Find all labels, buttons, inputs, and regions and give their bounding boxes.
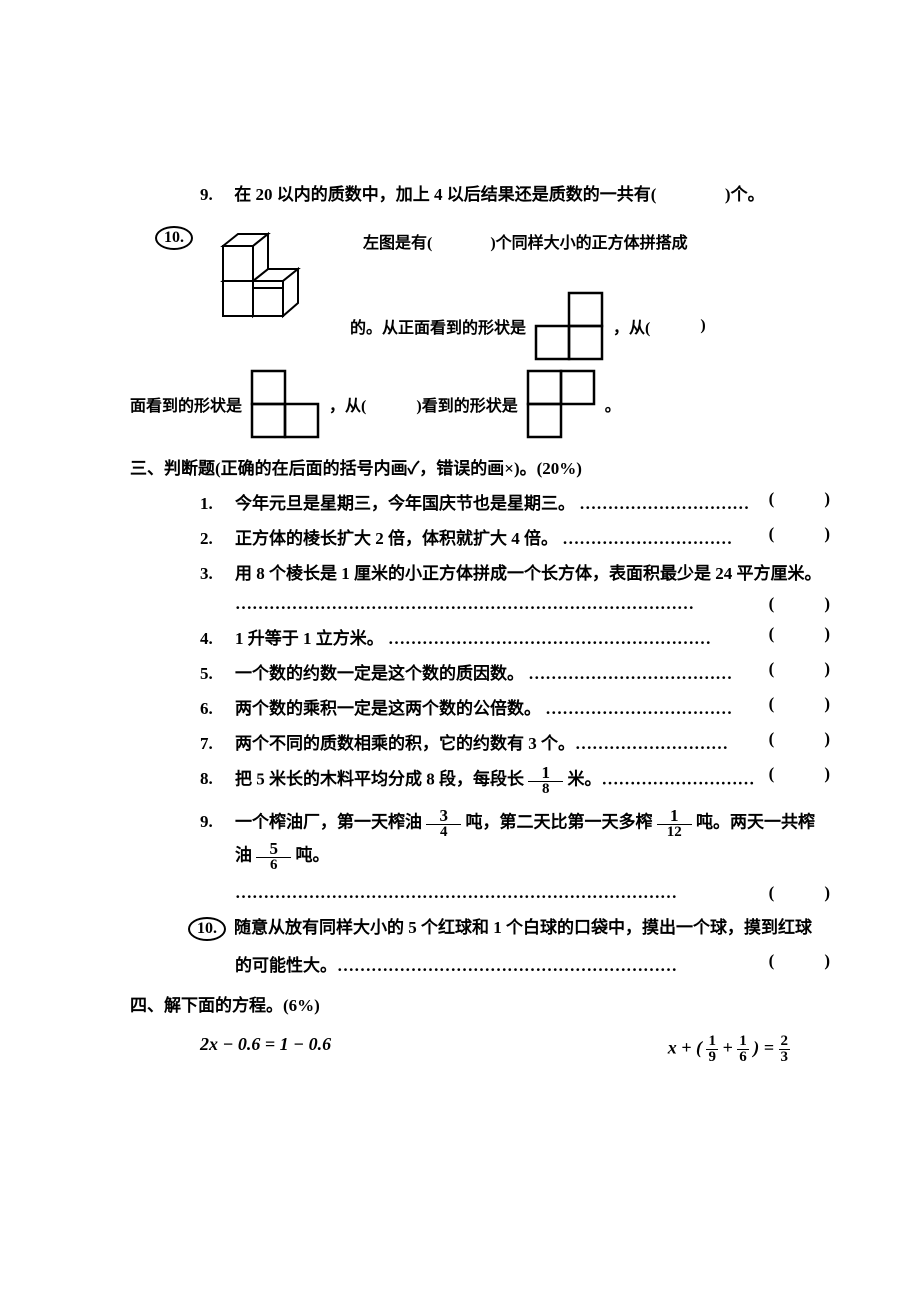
j10-num: 10. bbox=[188, 917, 226, 941]
j6-text: 两个数的乘积一定是这两个数的公倍数。 …………………………… bbox=[235, 699, 732, 718]
j3-text: 用 8 个棱长是 1 厘米的小正方体拼成一个长方体，表面积最少是 24 平方厘米… bbox=[235, 559, 830, 584]
j9-f3: 56 bbox=[256, 840, 291, 873]
eq2b: + bbox=[722, 1037, 737, 1057]
q10-l2c: ) bbox=[700, 317, 705, 335]
pl2: ( bbox=[769, 524, 775, 543]
j10-cont: 的可能性大。…………………………………………………… () bbox=[235, 951, 830, 976]
question-9: 9. 在 20 以内的质数中，加上 4 以后结果还是质数的一共有( )个。 bbox=[200, 180, 830, 211]
pr6: ) bbox=[824, 694, 830, 713]
judge-item-4: 4. 1 升等于 1 立方米。 ………………………………………………… () bbox=[200, 624, 830, 649]
j7-num: 7. bbox=[200, 734, 235, 754]
judge-item-1: 1. 今年元旦是星期三，今年国庆节也是星期三。 ………………………… () bbox=[200, 489, 830, 514]
j10-text: 随意从放有同样大小的 5 个红球和 1 个白球的口袋中，摸出一个球，摸到红球 bbox=[234, 913, 830, 938]
pl3: ( bbox=[769, 594, 775, 613]
pl9: ( bbox=[769, 883, 775, 902]
front-view-icon bbox=[532, 291, 607, 361]
pl8: ( bbox=[769, 764, 775, 783]
q9-text-a: 在 20 以内的质数中，加上 4 以后结果还是质数的一共有( bbox=[234, 185, 656, 204]
pl4: ( bbox=[769, 624, 775, 643]
j9-f2: 112 bbox=[657, 807, 692, 840]
q10-l3c: )看到的形状是 bbox=[416, 392, 517, 416]
j6-num: 6. bbox=[200, 699, 235, 719]
q10-l1b: )个同样大小的正方体拼搭成 bbox=[490, 235, 687, 252]
j5-text: 一个数的约数一定是这个数的质因数。 ……………………………… bbox=[235, 664, 732, 683]
q10-l3a: 面看到的形状是 bbox=[130, 392, 242, 416]
side-view-icon bbox=[248, 369, 323, 439]
judge-item-9: 9. 一个榨油厂，第一天榨油 34 吨，第二天比第一天多榨 112 吨。两天一共… bbox=[200, 807, 830, 873]
eq2-f2: 16 bbox=[737, 1034, 749, 1065]
pr4: ) bbox=[824, 624, 830, 643]
j7-text: 两个不同的质数相乘的积，它的约数有 3 个。……………………… bbox=[235, 734, 728, 753]
pr3: ) bbox=[824, 594, 830, 613]
pr10: ) bbox=[824, 951, 830, 970]
j2-text: 正方体的棱长扩大 2 倍，体积就扩大 4 倍。 ………………………… bbox=[235, 529, 732, 548]
q10-l2b: ，从( bbox=[613, 314, 650, 338]
j9a: 一个榨油厂，第一天榨油 bbox=[235, 812, 422, 831]
judge-item-2: 2. 正方体的棱长扩大 2 倍，体积就扩大 4 倍。 ………………………… () bbox=[200, 524, 830, 549]
j10-cont-t: 的可能性大。…………………………………………………… bbox=[235, 956, 677, 975]
section3-list: 1. 今年元旦是星期三，今年国庆节也是星期三。 ………………………… () 2.… bbox=[200, 489, 830, 976]
judge-item-8: 8. 把 5 米长的木料平均分成 8 段，每段长 18 米。……………………… … bbox=[200, 764, 830, 797]
q10-l1a: 左图是有( bbox=[363, 235, 432, 252]
j9-cont: …………………………………………………………………… () bbox=[235, 883, 830, 903]
j1-num: 1. bbox=[200, 494, 235, 514]
cubes-3d-icon bbox=[213, 221, 343, 331]
j2-num: 2. bbox=[200, 529, 235, 549]
q10-l3d: 。 bbox=[605, 392, 621, 416]
eq2c: ) = bbox=[753, 1037, 778, 1057]
j4-num: 4. bbox=[200, 629, 235, 649]
judge-item-7: 7. 两个不同的质数相乘的积，它的约数有 3 个。……………………… () bbox=[200, 729, 830, 754]
j9b: 吨，第二天比第一天多榨 bbox=[466, 812, 653, 831]
pl6: ( bbox=[769, 694, 775, 713]
j4-text: 1 升等于 1 立方米。 ………………………………………………… bbox=[235, 629, 711, 648]
section4-title: 四、解下面的方程。(6%) bbox=[130, 991, 830, 1016]
judge-item-6: 6. 两个数的乘积一定是这两个数的公倍数。 …………………………… () bbox=[200, 694, 830, 719]
judge-item-10: 10. 随意从放有同样大小的 5 个红球和 1 个白球的口袋中，摸出一个球，摸到… bbox=[200, 913, 830, 941]
equation-2: x + ( 19 + 16 ) = 23 bbox=[668, 1034, 790, 1065]
equation-1: 2x − 0.6 = 1 − 0.6 bbox=[200, 1034, 331, 1065]
j5-num: 5. bbox=[200, 664, 235, 684]
q10-l2a: 的。从正面看到的形状是 bbox=[350, 314, 526, 338]
pl5: ( bbox=[769, 659, 775, 678]
j9-cont-t: …………………………………………………………………… bbox=[235, 883, 677, 902]
q10-l3b: ，从( bbox=[329, 392, 366, 416]
j3-cont-t: ……………………………………………………………………… bbox=[235, 594, 694, 613]
pr7: ) bbox=[824, 729, 830, 748]
q9-text-b: )个。 bbox=[725, 185, 765, 204]
j3-cont: ……………………………………………………………………… () bbox=[235, 594, 830, 614]
pl7: ( bbox=[769, 729, 775, 748]
eq2-f3: 23 bbox=[779, 1034, 791, 1065]
pr2: ) bbox=[824, 524, 830, 543]
pl: ( bbox=[769, 489, 775, 508]
q9-num: 9. bbox=[200, 180, 230, 211]
judge-item-5: 5. 一个数的约数一定是这个数的质因数。 ……………………………… () bbox=[200, 659, 830, 684]
equation-row: 2x − 0.6 = 1 − 0.6 x + ( 19 + 16 ) = 23 bbox=[200, 1034, 830, 1065]
j8b: 米。……………………… bbox=[568, 769, 755, 788]
j9-f1: 34 bbox=[426, 807, 461, 840]
section3-title: 三、判断题(正确的在后面的括号内画✓，错误的画×)。(20%) bbox=[130, 454, 830, 479]
j8-num: 8. bbox=[200, 769, 235, 789]
pr9: ) bbox=[824, 883, 830, 902]
question-10: 10. 左图是有( )个同样大小的正方体拼搭成 bbox=[170, 221, 830, 439]
j3-num: 3. bbox=[200, 564, 235, 584]
pr8: ) bbox=[824, 764, 830, 783]
j8-frac: 18 bbox=[528, 764, 563, 797]
pl10: ( bbox=[769, 951, 775, 970]
top-view-icon bbox=[524, 369, 599, 439]
eq2-f1: 19 bbox=[706, 1034, 718, 1065]
j9d: 吨。 bbox=[296, 845, 330, 864]
j8a: 把 5 米长的木料平均分成 8 段，每段长 bbox=[235, 769, 524, 788]
pr: ) bbox=[824, 489, 830, 508]
j9-num: 9. bbox=[200, 812, 235, 832]
pr5: ) bbox=[824, 659, 830, 678]
judge-item-3: 3. 用 8 个棱长是 1 厘米的小正方体拼成一个长方体，表面积最少是 24 平… bbox=[200, 559, 830, 584]
q10-num: 10. bbox=[155, 226, 193, 250]
eq2a: x + ( bbox=[668, 1037, 702, 1057]
j1-text: 今年元旦是星期三，今年国庆节也是星期三。 ………………………… bbox=[235, 494, 749, 513]
